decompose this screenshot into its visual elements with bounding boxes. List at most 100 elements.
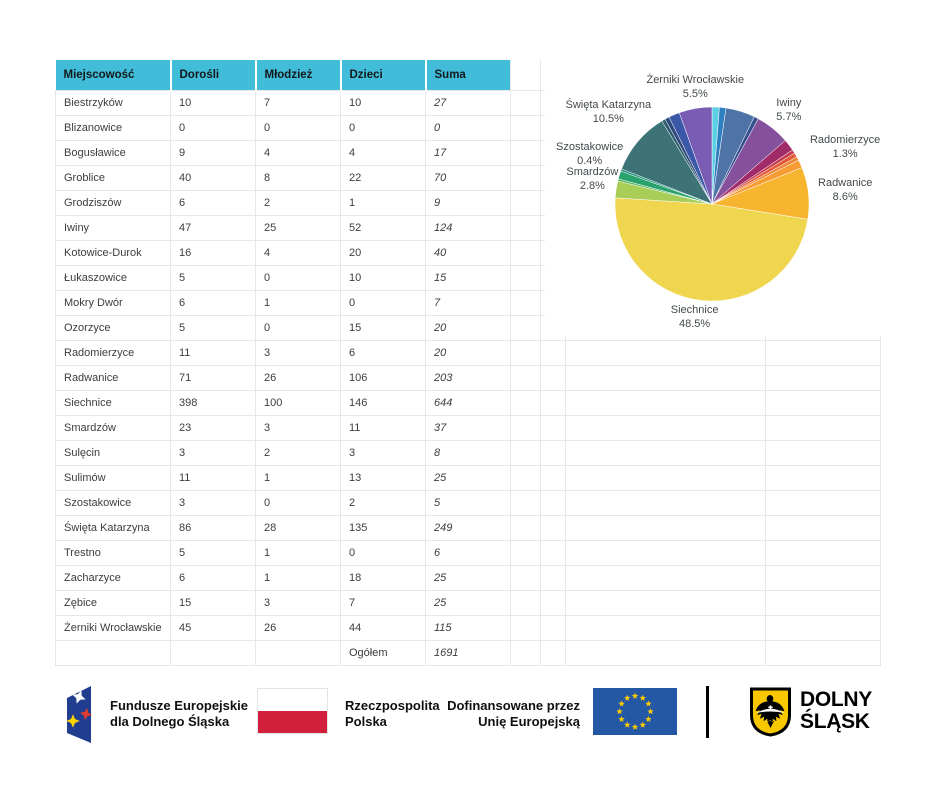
- eu-star: [645, 700, 652, 707]
- table-cell-empty: [510, 640, 541, 666]
- eu-star: [624, 721, 631, 728]
- table-cell: 15: [425, 265, 511, 291]
- table-cell: 6: [170, 290, 256, 316]
- table-cell: Mokry Dwór: [55, 290, 171, 316]
- table-cell-empty: [510, 540, 541, 566]
- table-cell-empty: [565, 390, 766, 416]
- table-cell: 135: [340, 515, 426, 541]
- pie-chart-svg: [614, 106, 810, 302]
- table-cell-empty: [510, 215, 541, 241]
- table-cell-empty: [765, 340, 881, 366]
- table-cell-empty: [510, 265, 541, 291]
- table-cell: 86: [170, 515, 256, 541]
- table-cell-empty: [510, 590, 541, 616]
- table-cell: 0: [170, 115, 256, 141]
- eu-star: [639, 694, 646, 701]
- table-cell-empty: [540, 415, 566, 441]
- table-cell: 3: [170, 490, 256, 516]
- table-cell-empty: [765, 590, 881, 616]
- table-cell: 9: [170, 140, 256, 166]
- table-cell: 1: [255, 465, 341, 491]
- funds-logo-star: [72, 690, 86, 704]
- eu-star: [639, 721, 646, 728]
- table-cell-empty: [565, 590, 766, 616]
- table-cell-empty: [565, 490, 766, 516]
- table-cell: Ogółem: [340, 640, 426, 666]
- poland-label: Rzeczpospolita Polska: [345, 698, 440, 729]
- table-cell: 1: [255, 290, 341, 316]
- table-cell-empty: [765, 640, 881, 666]
- table-cell: Kotowice-Durok: [55, 240, 171, 266]
- table-cell: Biestrzyków: [55, 90, 171, 116]
- table-cell-empty: [540, 490, 566, 516]
- table-cell: Smardzów: [55, 415, 171, 441]
- header-cell-0: Miejscowość: [55, 60, 171, 91]
- table-cell: [255, 640, 341, 666]
- table-cell: 23: [170, 415, 256, 441]
- table-cell: 0: [255, 265, 341, 291]
- table-cell: 146: [340, 390, 426, 416]
- table-cell: 3: [170, 440, 256, 466]
- table-cell-empty: [765, 390, 881, 416]
- table-cell: Sulęcin: [55, 440, 171, 466]
- table-cell: Szostakowice: [55, 490, 171, 516]
- table-cell: 11: [340, 415, 426, 441]
- table-cell-empty: [510, 190, 541, 216]
- table-cell: Sulimów: [55, 465, 171, 491]
- table-cell: 0: [255, 490, 341, 516]
- table-cell: 0: [340, 115, 426, 141]
- table-cell-empty: [540, 390, 566, 416]
- table-cell: 2: [255, 190, 341, 216]
- table-cell: 644: [425, 390, 511, 416]
- funds-logo-star: [66, 714, 80, 728]
- table-cell: 106: [340, 365, 426, 391]
- table-cell: 0: [425, 115, 511, 141]
- eu-star: [645, 715, 652, 722]
- table-cell-empty: [565, 340, 766, 366]
- table-cell: 3: [255, 415, 341, 441]
- table-cell-empty: [510, 465, 541, 491]
- eu-star: [618, 700, 625, 707]
- pie-slice-label: Radwanice 8.6%: [818, 177, 873, 204]
- eu-flag-icon: [593, 688, 677, 735]
- table-cell: Żerniki Wrocławskie: [55, 615, 171, 641]
- table-cell: 28: [255, 515, 341, 541]
- pie-slice: [678, 106, 713, 205]
- pie-slice-label: Żerniki Wrocławskie 5.5%: [646, 73, 745, 100]
- funds-logo-star: [79, 707, 93, 721]
- table-cell-empty: [510, 365, 541, 391]
- poland-flag-icon: [257, 688, 328, 734]
- table-cell: 18: [340, 565, 426, 591]
- pie-slice: [614, 197, 809, 302]
- table-cell: 100: [255, 390, 341, 416]
- table-cell: 2: [340, 490, 426, 516]
- table-cell-empty: [540, 640, 566, 666]
- table-cell: 2: [255, 440, 341, 466]
- table-cell: 1: [255, 540, 341, 566]
- table-cell: 1: [255, 565, 341, 591]
- table-cell: Zębice: [55, 590, 171, 616]
- table-cell-empty: [765, 615, 881, 641]
- table-cell-empty: [510, 415, 541, 441]
- table-cell-empty: [510, 115, 541, 141]
- table-cell: 10: [340, 90, 426, 116]
- table-row: Smardzów 23 3 11 37: [55, 415, 881, 441]
- table-cell-empty: [565, 365, 766, 391]
- table-cell: 249: [425, 515, 511, 541]
- table-cell-empty: [540, 515, 566, 541]
- table-cell: 11: [170, 340, 256, 366]
- table-cell: 6: [425, 540, 511, 566]
- table-cell: 27: [425, 90, 511, 116]
- table-cell: 40: [170, 165, 256, 191]
- table-cell: 16: [170, 240, 256, 266]
- table-cell: Zacharzyce: [55, 565, 171, 591]
- table-cell: 40: [425, 240, 511, 266]
- table-row: Siechnice 398 100 146 644: [55, 390, 881, 416]
- eu-star: [647, 708, 654, 715]
- table-cell-empty: [565, 540, 766, 566]
- table-cell: 6: [170, 565, 256, 591]
- table-row: Zacharzyce 6 1 18 25: [55, 565, 881, 591]
- table-cell-empty: [565, 615, 766, 641]
- pie-slice-label: Iwiny 5.7%: [776, 96, 802, 123]
- dolny-slask-emblem-icon: [750, 687, 791, 737]
